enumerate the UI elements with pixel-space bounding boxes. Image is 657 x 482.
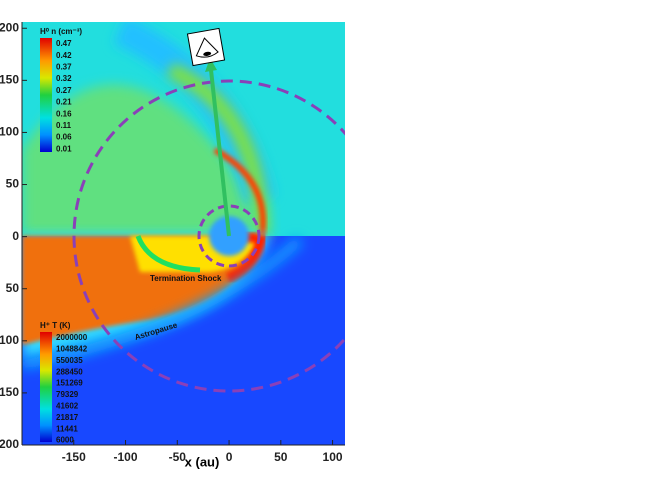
y-tick-label: 150: [0, 73, 19, 87]
colorbar-label: 151269: [56, 379, 83, 388]
x-tick-label: -150: [62, 450, 86, 464]
colorbar-title: H⁰ n (cm⁻³): [40, 27, 82, 36]
colorbar-label: 6000: [56, 436, 74, 445]
eye-icon: [186, 27, 226, 67]
colorbar-label: 288450: [56, 367, 83, 376]
colorbar-label: 0.11: [56, 121, 72, 130]
y-tick-label: 0: [12, 229, 19, 243]
y-tick-label: 200: [0, 437, 19, 451]
colorbar-label: 11441: [56, 424, 78, 433]
colorbar-label: 21817: [56, 413, 79, 422]
colorbar-label: 0.47: [56, 39, 72, 48]
colorbar-label: 79329: [56, 390, 79, 399]
y-tick-label: 50: [6, 281, 20, 295]
x-tick-label: 0: [226, 450, 233, 464]
annotation: Termination Shock: [150, 274, 222, 283]
colorbar-label: 550035: [56, 356, 83, 365]
colorbar-label: 0.27: [56, 86, 72, 95]
y-tick-label: 100: [0, 333, 19, 347]
colorbar-label: 0.01: [56, 144, 72, 153]
y-tick-label: 50: [6, 177, 20, 191]
colorbar-label: 2000000: [56, 333, 88, 342]
colorbar-label: 0.32: [56, 74, 72, 83]
colorbar-label: 1048842: [56, 345, 88, 354]
colorbar-label: 0.06: [56, 133, 72, 142]
y-tick-label: 150: [0, 385, 19, 399]
x-tick-label: 50: [274, 450, 288, 464]
colorbar: [40, 38, 52, 152]
colorbar-label: 0.21: [56, 98, 72, 107]
y-tick-label: 200: [0, 20, 19, 34]
colorbar-label: 0.42: [56, 51, 72, 60]
colorbar: [40, 332, 52, 442]
y-tick-label: 100: [0, 125, 19, 139]
colorbar-label: 0.16: [56, 109, 72, 118]
x-tick-label: 100: [323, 450, 343, 464]
colorbar-label: 0.37: [56, 63, 72, 72]
x-tick-label: -50: [169, 450, 187, 464]
field: [22, 22, 345, 445]
x-axis-label: x (au): [185, 454, 220, 469]
colorbar-label: 41602: [56, 402, 79, 411]
x-tick-label: -100: [114, 450, 138, 464]
colorbar-title: H⁺ T (K): [40, 321, 71, 330]
